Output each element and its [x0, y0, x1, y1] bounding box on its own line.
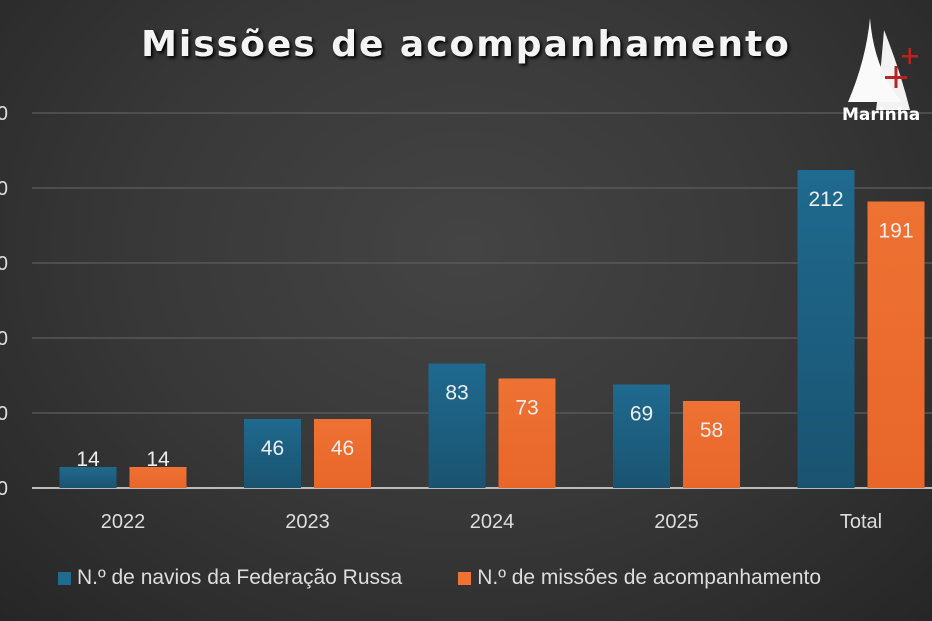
x-tick-label: 2022 — [101, 511, 146, 533]
y-tick-label: 250 — [0, 103, 8, 125]
cross-icon — [902, 48, 918, 64]
cross-icon — [885, 66, 907, 88]
x-tick-label: 2023 — [285, 511, 330, 533]
data-label: 14 — [146, 448, 170, 471]
y-tick-label: 200 — [0, 178, 8, 200]
legend-item-ships: N.º de navios da Federação Russa — [58, 566, 402, 590]
logo-text: Marinha — [842, 105, 920, 125]
bar — [498, 378, 556, 488]
data-label: 58 — [700, 419, 723, 442]
legend-item-missions: N.º de missões de acompanhamento — [458, 566, 821, 590]
bar — [867, 201, 925, 488]
data-label: 14 — [76, 448, 100, 471]
x-tick-label: Total — [840, 511, 882, 533]
data-label: 73 — [515, 397, 538, 420]
bar — [428, 363, 486, 488]
y-tick-label: 50 — [0, 403, 8, 425]
legend: N.º de navios da Federação Russa N.º de … — [58, 566, 821, 590]
y-tick-label: 150 — [0, 253, 8, 275]
bar — [59, 467, 117, 488]
x-tick-label: 2025 — [654, 511, 699, 533]
data-label: 212 — [808, 188, 843, 211]
data-label: 69 — [630, 403, 653, 426]
legend-swatch-missions — [458, 571, 472, 585]
data-label: 46 — [261, 437, 284, 460]
data-label: 191 — [878, 220, 913, 243]
bar — [683, 401, 740, 488]
bar — [129, 467, 187, 488]
chart-title: Missões de acompanhamento — [141, 24, 791, 65]
legend-label-missions: N.º de missões de acompanhamento — [477, 566, 822, 589]
x-tick-label: 2024 — [470, 511, 515, 533]
marinha-logo: Marinha — [842, 18, 920, 125]
bar — [244, 419, 301, 488]
y-tick-label: 0 — [0, 478, 8, 500]
data-label: 46 — [331, 437, 354, 460]
bar — [613, 384, 670, 488]
legend-swatch-ships — [58, 571, 71, 585]
y-tick-label: 100 — [0, 328, 8, 350]
bar — [314, 419, 371, 488]
legend-label-ships: N.º de navios da Federação Russa — [77, 566, 403, 589]
data-label: 83 — [445, 382, 468, 405]
bar — [797, 170, 855, 488]
